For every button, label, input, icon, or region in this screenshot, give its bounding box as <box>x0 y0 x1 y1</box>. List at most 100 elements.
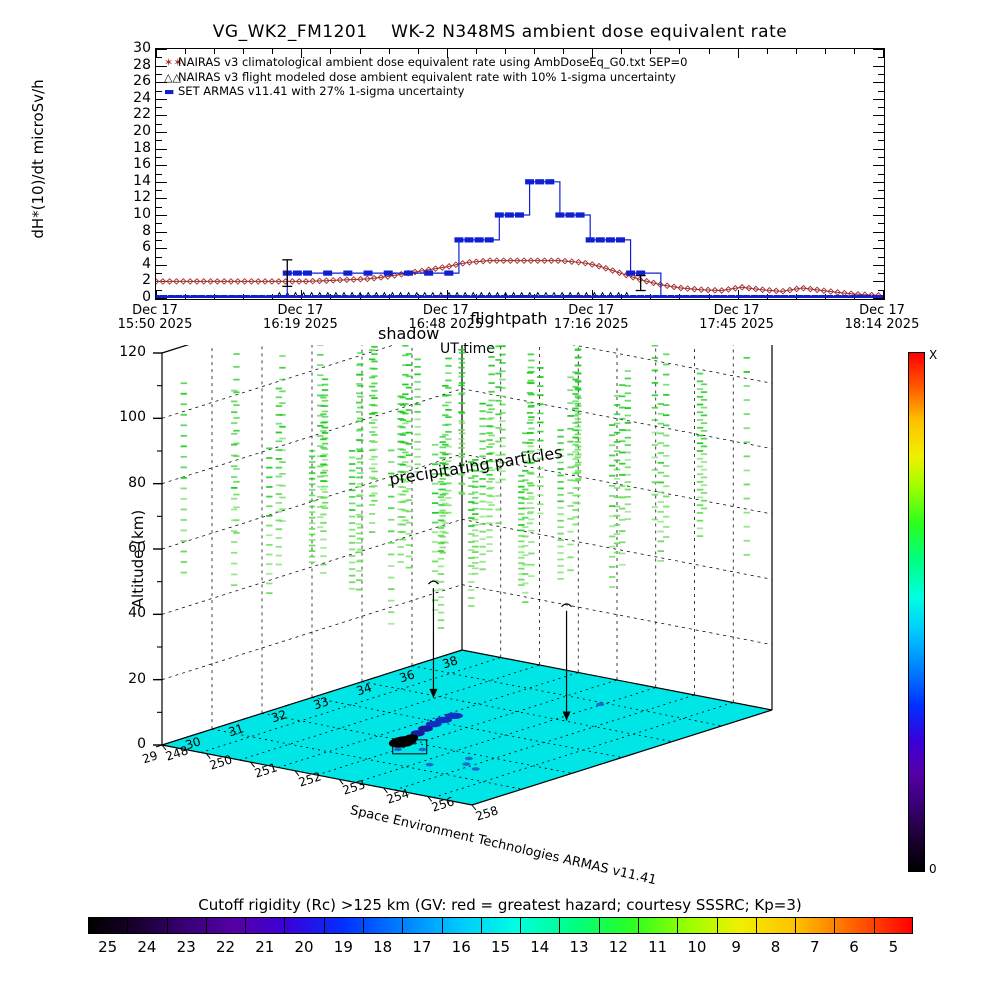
colorbar-tick-label: 5 <box>888 938 899 956</box>
y-tick-label: 2 <box>142 272 151 289</box>
colorbar-divider <box>638 917 639 934</box>
y-tick-minor <box>156 90 162 92</box>
colorbar-divider <box>441 917 443 934</box>
cutoff-rigidity-caption: Cutoff rigidity (Rc) >125 km (GV: red = … <box>198 896 802 914</box>
y-tick <box>873 132 884 133</box>
y-tick-minor <box>878 239 884 241</box>
colorbar-tick-label: 7 <box>810 938 820 956</box>
y-tick <box>156 98 167 100</box>
y-tick-minor <box>878 206 884 208</box>
colorbar-divider <box>480 917 482 934</box>
y-tick-label: 6 <box>142 239 151 256</box>
altitude-tick-label: 100 <box>119 409 146 426</box>
colorbar-bottom-tick: 0 <box>929 862 937 876</box>
y-tick-minor <box>156 156 162 158</box>
colorbar-divider <box>402 917 404 934</box>
y-tick <box>873 264 884 266</box>
colorbar-divider <box>205 917 207 934</box>
y-tick-minor <box>156 140 162 142</box>
x-tick-minor <box>795 49 797 54</box>
y-tick-label: 28 <box>133 56 151 73</box>
y-tick-minor <box>156 289 162 291</box>
x-tick-label: Dec 17 18:14 2025 <box>844 303 920 333</box>
colorbar-tick-label: 10 <box>687 938 707 956</box>
y-tick-minor <box>878 289 884 291</box>
y-tick <box>156 298 167 299</box>
altitude-tick-label: 20 <box>128 670 146 687</box>
y-tick <box>873 115 884 117</box>
x-tick <box>446 290 448 299</box>
figure-title: VG_WK2_FM1201 WK-2 N348MS ambient dose e… <box>212 22 788 42</box>
shadow-annotation: shadow <box>378 324 440 343</box>
x-tick-minor <box>330 49 332 54</box>
y-tick <box>156 181 167 183</box>
y-tick-minor <box>156 223 162 225</box>
y-tick-minor <box>878 256 884 258</box>
y-tick-minor <box>156 107 162 109</box>
y-tick-minor <box>878 173 884 175</box>
x-tick <box>883 49 884 58</box>
y-tick-minor <box>878 90 884 92</box>
legend-item: △△ NAIRAS v3 flight modeled dose ambient… <box>164 70 687 85</box>
y-tick <box>873 98 884 100</box>
y-tick <box>873 298 884 299</box>
x-tick-minor <box>708 49 710 54</box>
y-tick <box>156 132 167 133</box>
y-tick-minor <box>156 73 162 75</box>
y-tick <box>873 198 884 200</box>
x-tick-minor <box>853 49 855 54</box>
x-tick-minor <box>824 49 826 54</box>
y-tick-label: 8 <box>142 222 151 239</box>
x-tick <box>156 290 157 299</box>
altitude-tick-label: 120 <box>119 344 146 360</box>
y-tick-label: 22 <box>133 106 151 123</box>
colorbar-tick-label: 13 <box>569 938 589 956</box>
y-tick-minor <box>878 73 884 75</box>
y-tick <box>156 248 167 250</box>
y-tick <box>873 82 884 84</box>
y-tick-minor <box>878 123 884 125</box>
colorbar-divider <box>834 917 836 934</box>
y-tick-minor <box>878 273 884 275</box>
x-tick <box>592 290 594 299</box>
colorbar-tick-label: 22 <box>215 938 236 956</box>
y-tick-minor <box>878 223 884 225</box>
legend-label: NAIRAS v3 climatological ambient dose eq… <box>178 55 688 69</box>
y-tick-minor <box>156 123 162 125</box>
y-tick <box>156 231 167 233</box>
y-tick-minor <box>878 57 884 59</box>
colorbar-tick-label: 11 <box>648 938 668 956</box>
x-tick-minor <box>563 49 565 54</box>
x-tick-minor <box>534 49 536 54</box>
y-tick-minor <box>878 107 884 109</box>
colorbar-tick-label: 9 <box>731 938 741 956</box>
timeseries-y-axis-label: dH*(10)/dt microSv/h <box>29 79 47 239</box>
colorbar-tick-label: 19 <box>333 938 353 956</box>
y-tick-minor <box>156 206 162 208</box>
flightpath-annotation: flightpath <box>470 309 548 328</box>
colorbar-divider <box>559 917 561 934</box>
timeseries-legend: ✶✶ NAIRAS v3 climatological ambient dose… <box>164 55 687 99</box>
colorbar-tick-label: 12 <box>608 938 628 956</box>
y-tick <box>156 115 167 117</box>
y-tick-label: 12 <box>133 189 151 206</box>
x-tick-minor <box>272 49 274 54</box>
colorbar-divider <box>520 917 522 934</box>
timeseries-panel: ✶✶ NAIRAS v3 climatological ambient dose… <box>155 48 885 300</box>
y-tick-minor <box>878 140 884 142</box>
y-tick-minor <box>878 156 884 158</box>
legend-label: NAIRAS v3 flight modeled dose ambient eq… <box>178 69 676 84</box>
y-tick-minor <box>156 273 162 275</box>
x-tick <box>301 290 303 299</box>
legend-item: ✶✶ NAIRAS v3 climatological ambient dose… <box>164 55 687 70</box>
colorbar-tick-label: 17 <box>412 938 432 956</box>
y-tick <box>156 49 167 50</box>
colorbar-tick-label: 16 <box>451 938 471 956</box>
y-tick-minor <box>156 256 162 258</box>
y-tick-label: 0 <box>142 289 151 305</box>
x-tick-minor <box>766 49 768 54</box>
colorbar-tick-label: 23 <box>176 938 196 956</box>
x-tick <box>156 49 157 58</box>
colorbar-tick-label: 15 <box>490 938 511 956</box>
x-tick-minor <box>214 49 216 54</box>
